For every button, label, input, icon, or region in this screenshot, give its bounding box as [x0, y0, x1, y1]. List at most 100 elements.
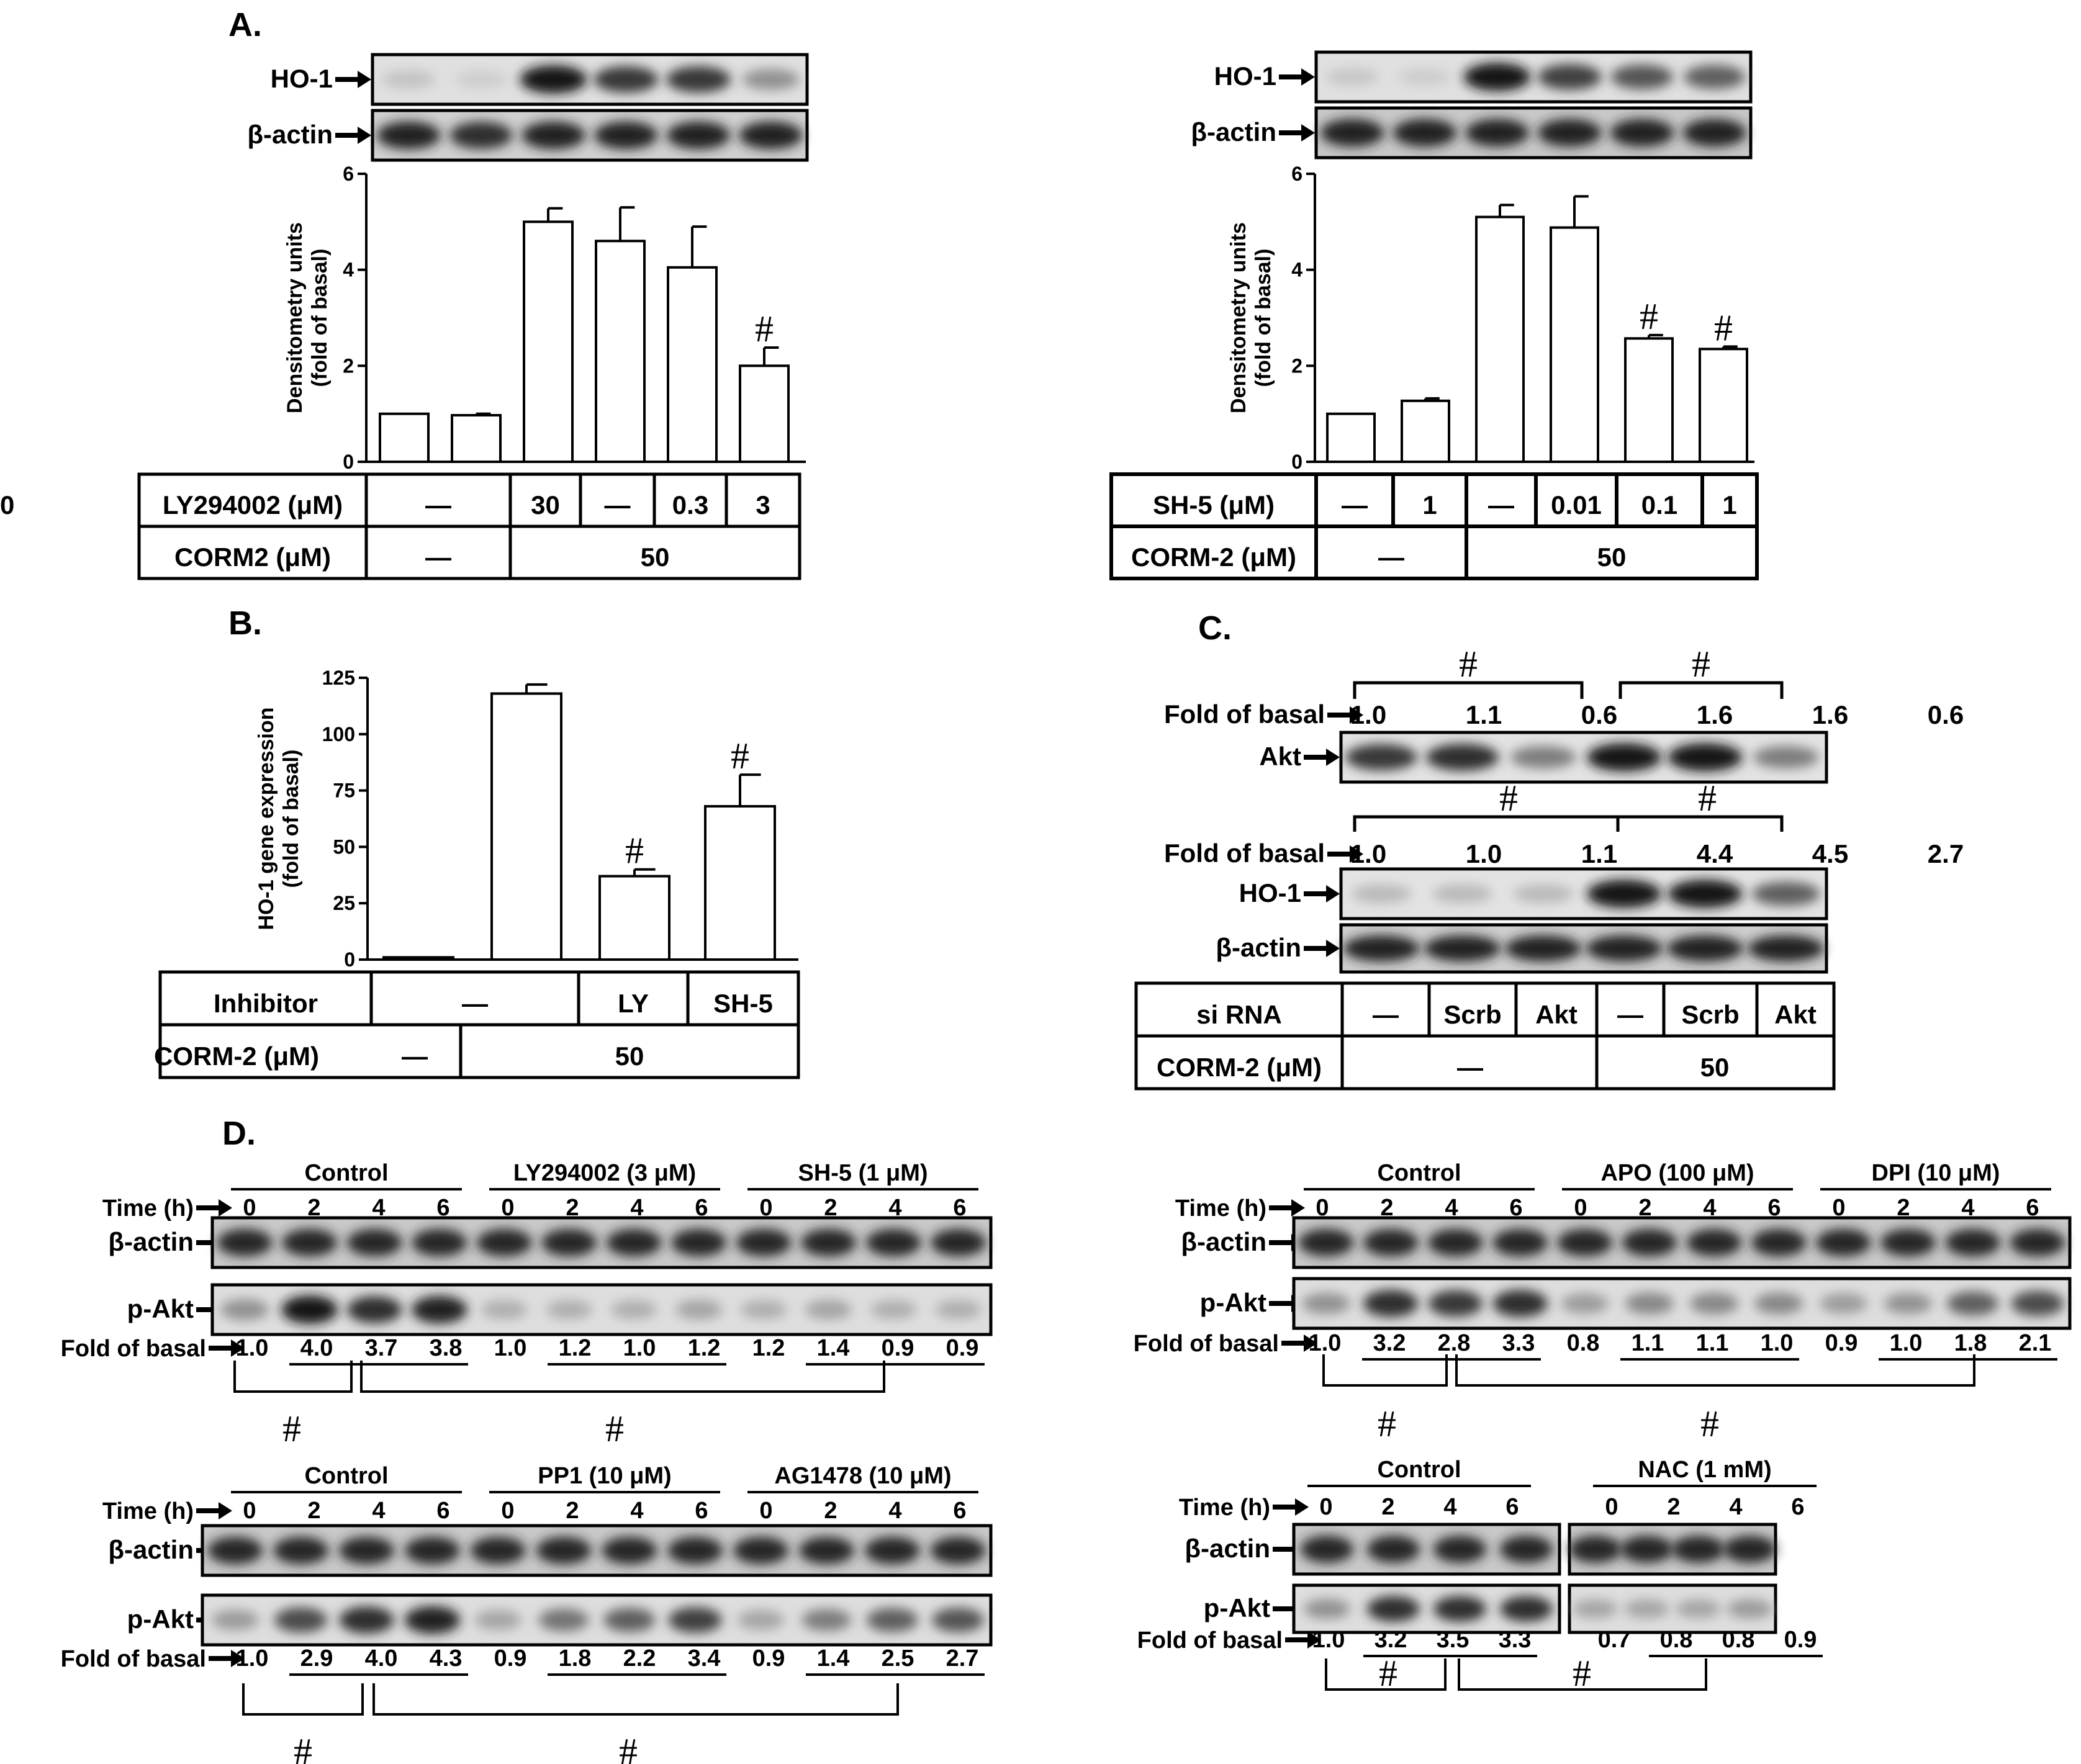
pakt-blot-band — [1689, 1292, 1739, 1315]
time-marker-label: Time (h) — [102, 1498, 194, 1524]
bactin-blot — [1339, 923, 1828, 974]
pakt-blot-band — [1433, 1596, 1487, 1622]
group-label: APO (100 μM) — [1600, 1160, 1754, 1186]
pakt-blot-band — [935, 1300, 982, 1320]
group-label: NAC (1 mM) — [1638, 1457, 1771, 1483]
fold-value: 3.8 — [430, 1335, 463, 1361]
time-point: 4 — [1729, 1494, 1742, 1520]
fold-value: 3.2 — [1375, 1627, 1407, 1653]
table-row-label: Inhibitor — [214, 989, 318, 1018]
fold-value: 3.3 — [1502, 1330, 1535, 1356]
bactin-blot-band — [1945, 1228, 2001, 1257]
bar — [595, 240, 646, 463]
fold-value: 2.7 — [1928, 839, 1964, 868]
time-point: 4 — [630, 1195, 643, 1221]
time-point: 0 — [1316, 1195, 1329, 1221]
ho1-blot — [1339, 867, 1828, 920]
pakt-blot-band — [1363, 1290, 1419, 1317]
pakt-marker-label: p-Akt — [1200, 1288, 1266, 1317]
y-tick-label: 25 — [333, 892, 355, 914]
fold-value: 1.4 — [817, 1645, 850, 1672]
fold-value: 0.9 — [946, 1335, 979, 1361]
pakt-blot-band — [866, 1608, 918, 1632]
significance-mark: # — [1459, 644, 1478, 685]
time-point: 2 — [566, 1195, 579, 1221]
ho1-blot-band — [1751, 881, 1820, 906]
fold-value: 1.0 — [236, 1645, 269, 1672]
table-cell: SH-5 — [713, 989, 773, 1018]
bactin-blot-band — [1667, 935, 1743, 962]
akt-fold-marker-arrow — [1327, 706, 1363, 724]
significance-mark: # — [605, 1408, 624, 1449]
fold-value: 1.0 — [494, 1335, 527, 1361]
fold-value: 4.4 — [1697, 839, 1733, 868]
table-row-label: CORM2 (μM) — [174, 542, 331, 572]
bactin-blot-band — [1320, 119, 1384, 147]
akt-fold-marker-label: Fold of basal — [1164, 700, 1325, 729]
bar — [1624, 337, 1674, 464]
comparison-bracket — [1455, 1354, 1975, 1387]
y-tick-label: 75 — [333, 780, 355, 802]
time-point: 6 — [1791, 1494, 1804, 1520]
time-marker-arrow — [196, 1199, 232, 1217]
bactin-blot-band — [1363, 1228, 1419, 1257]
table-row-label: LY294002 (μM) — [163, 490, 343, 520]
bactin-blot-band — [1499, 1535, 1553, 1564]
comparison-bracket — [360, 1361, 885, 1393]
bactin-blot-band — [273, 1536, 329, 1565]
bactin-blot — [1292, 1523, 1561, 1576]
y-tick-label: 0 — [344, 948, 355, 971]
panel-d-pp1-ag1478: Control PP1 (10 μM) AG1478 (10 μM) Time (h)… — [61, 1463, 993, 1764]
group-label: SH-5 (1 μM) — [798, 1160, 928, 1186]
bactin-blot-band — [1505, 935, 1582, 962]
fold-value: 1.1 — [1466, 700, 1502, 729]
bar — [382, 956, 454, 961]
panel-d-nac: Control NAC (1 mM) Time (h) 0 2 4 6 0 2 4 6 β-actin… — [1137, 1457, 1823, 1694]
table-cell: 1 — [1422, 490, 1437, 520]
time-marker-label: Time (h) — [1179, 1495, 1270, 1521]
bactin-blot — [1292, 1216, 2072, 1269]
panel-b: 0 25 50 75 100 125 HO-1 gene expression (fold o… — [154, 667, 800, 1079]
fold-value: 3.2 — [1373, 1330, 1406, 1356]
panel-d-ly-sh5: Control LY294002 (3 μM) SH-5 (1 μM) Time (h… — [61, 1160, 993, 1449]
fold-value: 1.2 — [688, 1335, 721, 1361]
fold-value: 0.9 — [882, 1335, 914, 1361]
pakt-blot-band — [675, 1300, 723, 1320]
time-point: 6 — [1505, 1494, 1519, 1520]
pakt-blot-band — [347, 1296, 402, 1323]
table-cell: — — [402, 1042, 428, 1071]
table-cell: 1 — [1722, 490, 1736, 520]
fold-value: 0.9 — [494, 1645, 527, 1672]
bactin-blot-2-band — [1671, 1535, 1725, 1564]
table-cell: — — [1373, 1000, 1399, 1029]
bactin-blot-band — [931, 1228, 986, 1257]
pakt-blot-band — [1428, 1290, 1483, 1317]
time-point: 0 — [1605, 1494, 1618, 1520]
fold-value: 1.1 — [1581, 839, 1617, 868]
bactin-blot-band — [377, 121, 441, 150]
y-tick-label: 6 — [1291, 163, 1302, 185]
pakt-blot-band — [1302, 1293, 1350, 1314]
bactin-blot-band — [1300, 1535, 1354, 1564]
fold-value: 0.9 — [1825, 1330, 1858, 1356]
table-cell: — — [1617, 1000, 1643, 1029]
y-tick-label: 6 — [343, 163, 354, 185]
ho1-blot-band — [1351, 884, 1412, 904]
fold-value: 1.0 — [1466, 839, 1502, 868]
ho1-blot-band — [1325, 68, 1379, 86]
bactin-blot-band — [930, 1536, 986, 1565]
fold-marker-arrow — [209, 1650, 245, 1667]
ho1-marker-label: HO-1 — [1239, 878, 1301, 907]
significance-mark: # — [1640, 296, 1658, 337]
pakt-blot-frame — [1292, 1277, 2072, 1330]
bar — [739, 364, 790, 463]
bactin-blot-band — [798, 1536, 854, 1565]
ho1-marker-arrow — [335, 71, 371, 88]
pakt-blot-band — [2011, 1290, 2064, 1316]
pakt-blot-band — [870, 1300, 917, 1320]
akt-blot-frame — [1339, 731, 1828, 784]
fold-value: 2.5 — [882, 1645, 914, 1672]
bactin-blot-band — [667, 1536, 723, 1565]
fold-value: 0.8 — [1722, 1627, 1755, 1653]
ho1-marker-label: HO-1 — [1214, 61, 1276, 91]
